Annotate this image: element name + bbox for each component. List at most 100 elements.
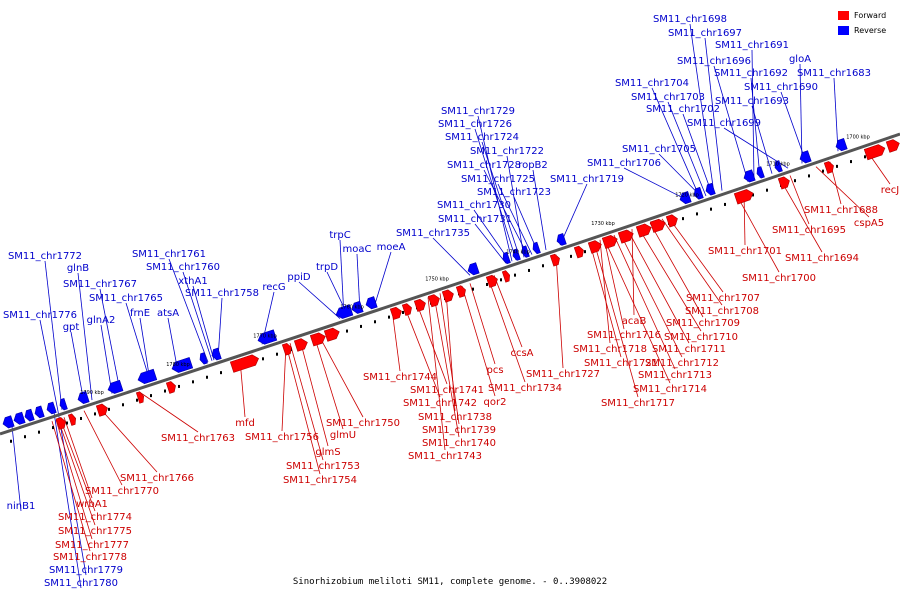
gene-label-sm11-chr1711[interactable]: SM11_chr1711	[652, 344, 726, 355]
gene-label-sm11-chr1766[interactable]: SM11_chr1766	[120, 473, 194, 484]
gene-label-sm11-chr1710[interactable]: SM11_chr1710	[664, 332, 738, 343]
gene-label-sm11-chr1738[interactable]: SM11_chr1738	[418, 412, 492, 423]
forward-gene-arrow[interactable]	[135, 391, 145, 404]
reverse-gene-arrow[interactable]	[12, 411, 26, 426]
gene-label-glnb[interactable]: glnB	[67, 263, 89, 274]
gene-label-ninb1[interactable]: ninB1	[7, 501, 36, 512]
gene-label-sm11-chr1727[interactable]: SM11_chr1727	[526, 369, 600, 380]
gene-label-sm11-chr1770[interactable]: SM11_chr1770	[85, 486, 159, 497]
gene-label-sm11-chr1767[interactable]: SM11_chr1767	[63, 279, 137, 290]
gene-label-sm11-chr1725[interactable]: SM11_chr1725	[461, 174, 535, 185]
gene-label-sm11-chr1704[interactable]: SM11_chr1704	[615, 78, 689, 89]
gene-label-sm11-chr1723[interactable]: SM11_chr1723	[477, 187, 551, 198]
gene-label-sm11-chr1712[interactable]: SM11_chr1712	[645, 358, 719, 369]
gene-label-sm11-chr1693[interactable]: SM11_chr1693	[715, 96, 789, 107]
reverse-gene-arrow[interactable]	[742, 169, 756, 184]
reverse-gene-arrow[interactable]	[350, 300, 364, 315]
gene-label-moea[interactable]: moeA	[377, 242, 406, 253]
gene-label-sm11-chr1708[interactable]: SM11_chr1708	[685, 306, 759, 317]
gene-label-gpt[interactable]: gpt	[63, 322, 80, 333]
gene-label-sm11-chr1709[interactable]: SM11_chr1709	[666, 318, 740, 329]
gene-label-glms[interactable]: glmS	[315, 447, 340, 458]
forward-gene-arrow[interactable]	[501, 270, 511, 283]
gene-label-trpd[interactable]: trpD	[316, 262, 338, 273]
gene-label-sm11-chr1691[interactable]: SM11_chr1691	[715, 40, 789, 51]
gene-label-sm11-chr1716[interactable]: SM11_chr1716	[587, 330, 661, 341]
gene-label-sm11-chr1699[interactable]: SM11_chr1699	[687, 118, 761, 129]
gene-label-sm11-chr1739[interactable]: SM11_chr1739	[422, 425, 496, 436]
gene-label-sm11-chr1760[interactable]: SM11_chr1760	[146, 262, 220, 273]
reverse-gene-arrow[interactable]	[678, 191, 692, 205]
gene-label-sm11-chr1775[interactable]: SM11_chr1775	[58, 526, 132, 537]
reverse-gene-arrow[interactable]	[704, 182, 716, 196]
forward-gene-arrow[interactable]	[665, 213, 679, 228]
gene-label-sm11-chr1700[interactable]: SM11_chr1700	[742, 273, 816, 284]
reverse-gene-arrow[interactable]	[136, 368, 158, 385]
gene-label-sm11-chr1696[interactable]: SM11_chr1696	[677, 56, 751, 67]
gene-label-frne[interactable]: frnE	[130, 308, 150, 319]
gene-label-sm11-chr1772[interactable]: SM11_chr1772	[8, 251, 82, 262]
gene-label-sm11-chr1694[interactable]: SM11_chr1694	[785, 253, 859, 264]
gene-label-sm11-chr1701[interactable]: SM11_chr1701	[708, 246, 782, 257]
gene-label-sm11-chr1692[interactable]: SM11_chr1692	[714, 68, 788, 79]
forward-gene-arrow[interactable]	[885, 138, 900, 153]
gene-label-sm11-chr1742[interactable]: SM11_chr1742	[403, 398, 477, 409]
forward-gene-arrow[interactable]	[617, 228, 635, 244]
gene-label-sm11-chr1756[interactable]: SM11_chr1756	[245, 432, 319, 443]
gene-label-ppid[interactable]: ppiD	[287, 272, 310, 283]
gene-label-sm11-chr1776[interactable]: SM11_chr1776	[3, 310, 77, 321]
gene-label-sm11-chr1688[interactable]: SM11_chr1688	[804, 205, 878, 216]
reverse-gene-arrow[interactable]	[364, 296, 378, 311]
reverse-gene-arrow[interactable]	[76, 390, 90, 405]
gene-label-sm11-chr1698[interactable]: SM11_chr1698	[653, 14, 727, 25]
forward-gene-arrow[interactable]	[165, 380, 177, 394]
reverse-gene-arrow[interactable]	[198, 352, 208, 365]
gene-label-sm11-chr1722[interactable]: SM11_chr1722	[470, 146, 544, 157]
gene-label-sm11-chr1774[interactable]: SM11_chr1774	[58, 512, 132, 523]
forward-gene-arrow[interactable]	[293, 337, 309, 352]
gene-label-cspa5[interactable]: cspA5	[854, 218, 884, 229]
gene-label-sm11-chr1780[interactable]: SM11_chr1780	[44, 578, 118, 589]
gene-label-sm11-chr1718[interactable]: SM11_chr1718	[573, 344, 647, 355]
gene-label-sm11-chr1741[interactable]: SM11_chr1741	[410, 385, 484, 396]
forward-gene-arrow[interactable]	[587, 239, 603, 254]
forward-gene-arrow[interactable]	[649, 218, 667, 233]
forward-gene-arrow[interactable]	[823, 160, 835, 174]
gene-label-sm11-chr1728[interactable]: SM11_chr1728	[447, 160, 521, 171]
forward-gene-arrow[interactable]	[55, 416, 67, 430]
forward-gene-arrow[interactable]	[95, 403, 109, 417]
gene-label-moac[interactable]: moaC	[343, 244, 372, 255]
gene-label-ccsa[interactable]: ccsA	[510, 348, 533, 359]
reverse-gene-arrow[interactable]	[466, 262, 480, 277]
gene-label-sm11-chr1690[interactable]: SM11_chr1690	[744, 82, 818, 93]
forward-gene-arrow[interactable]	[229, 353, 260, 373]
gene-label-sm11-chr1703[interactable]: SM11_chr1703	[631, 92, 705, 103]
gene-label-recg[interactable]: recG	[262, 282, 285, 293]
reverse-gene-arrow[interactable]	[106, 379, 124, 395]
reverse-gene-arrow[interactable]	[520, 245, 530, 258]
gene-label-sm11-chr1754[interactable]: SM11_chr1754	[283, 475, 357, 486]
gene-label-ropb2[interactable]: ropB2	[518, 160, 548, 171]
gene-label-wrba1[interactable]: wrbA1	[76, 499, 108, 510]
reverse-gene-arrow[interactable]	[511, 248, 521, 261]
reverse-gene-arrow[interactable]	[555, 233, 567, 246]
gene-label-sm11-chr1743[interactable]: SM11_chr1743	[408, 451, 482, 462]
forward-gene-arrow[interactable]	[485, 274, 499, 288]
reverse-gene-arrow[interactable]	[501, 251, 511, 265]
gene-label-sm11-chr1724[interactable]: SM11_chr1724	[445, 132, 519, 143]
gene-label-pcs[interactable]: pcs	[486, 365, 503, 376]
gene-label-sm11-chr1702[interactable]: SM11_chr1702	[646, 104, 720, 115]
forward-gene-arrow[interactable]	[549, 253, 561, 267]
reverse-gene-arrow[interactable]	[692, 186, 704, 200]
reverse-gene-arrow[interactable]	[834, 138, 848, 152]
gene-label-glna2[interactable]: glnA2	[87, 315, 116, 326]
gene-label-sm11-chr1707[interactable]: SM11_chr1707	[686, 293, 760, 304]
gene-label-sm11-chr1726[interactable]: SM11_chr1726	[438, 119, 512, 130]
reverse-gene-arrow[interactable]	[170, 357, 194, 374]
reverse-gene-arrow[interactable]	[256, 329, 278, 346]
reverse-gene-arrow[interactable]	[1, 415, 15, 430]
gene-label-sm11-chr1744[interactable]: SM11_chr1744	[363, 372, 437, 383]
gene-label-atsa[interactable]: atsA	[157, 308, 179, 319]
gene-label-sm11-chr1714[interactable]: SM11_chr1714	[633, 384, 707, 395]
forward-gene-arrow[interactable]	[863, 143, 886, 161]
